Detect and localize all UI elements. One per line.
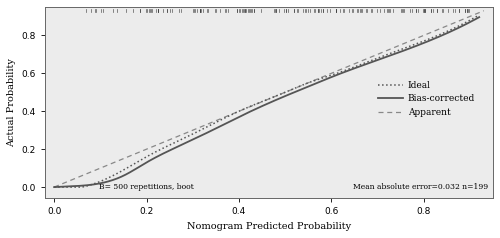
Apparent	[190, 133, 196, 135]
Apparent	[51, 186, 57, 188]
X-axis label: Nomogram Predicted Probability: Nomogram Predicted Probability	[187, 222, 351, 231]
Text: B= 500 repetitions, boot: B= 500 repetitions, boot	[98, 183, 194, 191]
Text: Mean absolute error=0.032 n=199: Mean absolute error=0.032 n=199	[354, 183, 488, 191]
Line: Bias-corrected: Bias-corrected	[54, 17, 479, 187]
Line: Apparent: Apparent	[54, 15, 479, 187]
Apparent	[360, 62, 366, 65]
Apparent	[476, 14, 482, 16]
Bias-corrected	[190, 138, 196, 141]
Bias-corrected	[360, 64, 366, 67]
Apparent	[318, 77, 324, 80]
Bias-corrected	[318, 80, 324, 83]
Bias-corrected	[51, 186, 57, 188]
Bias-corrected	[476, 16, 482, 19]
Apparent	[102, 178, 108, 181]
Legend: Ideal, Bias-corrected, Apparent: Ideal, Bias-corrected, Apparent	[374, 76, 480, 121]
Bias-corrected	[220, 124, 226, 127]
Bias-corrected	[358, 64, 364, 67]
Bias-corrected	[102, 181, 108, 184]
Y-axis label: Actual Probability: Actual Probability	[7, 58, 16, 147]
Apparent	[220, 118, 226, 120]
Apparent	[358, 63, 364, 66]
